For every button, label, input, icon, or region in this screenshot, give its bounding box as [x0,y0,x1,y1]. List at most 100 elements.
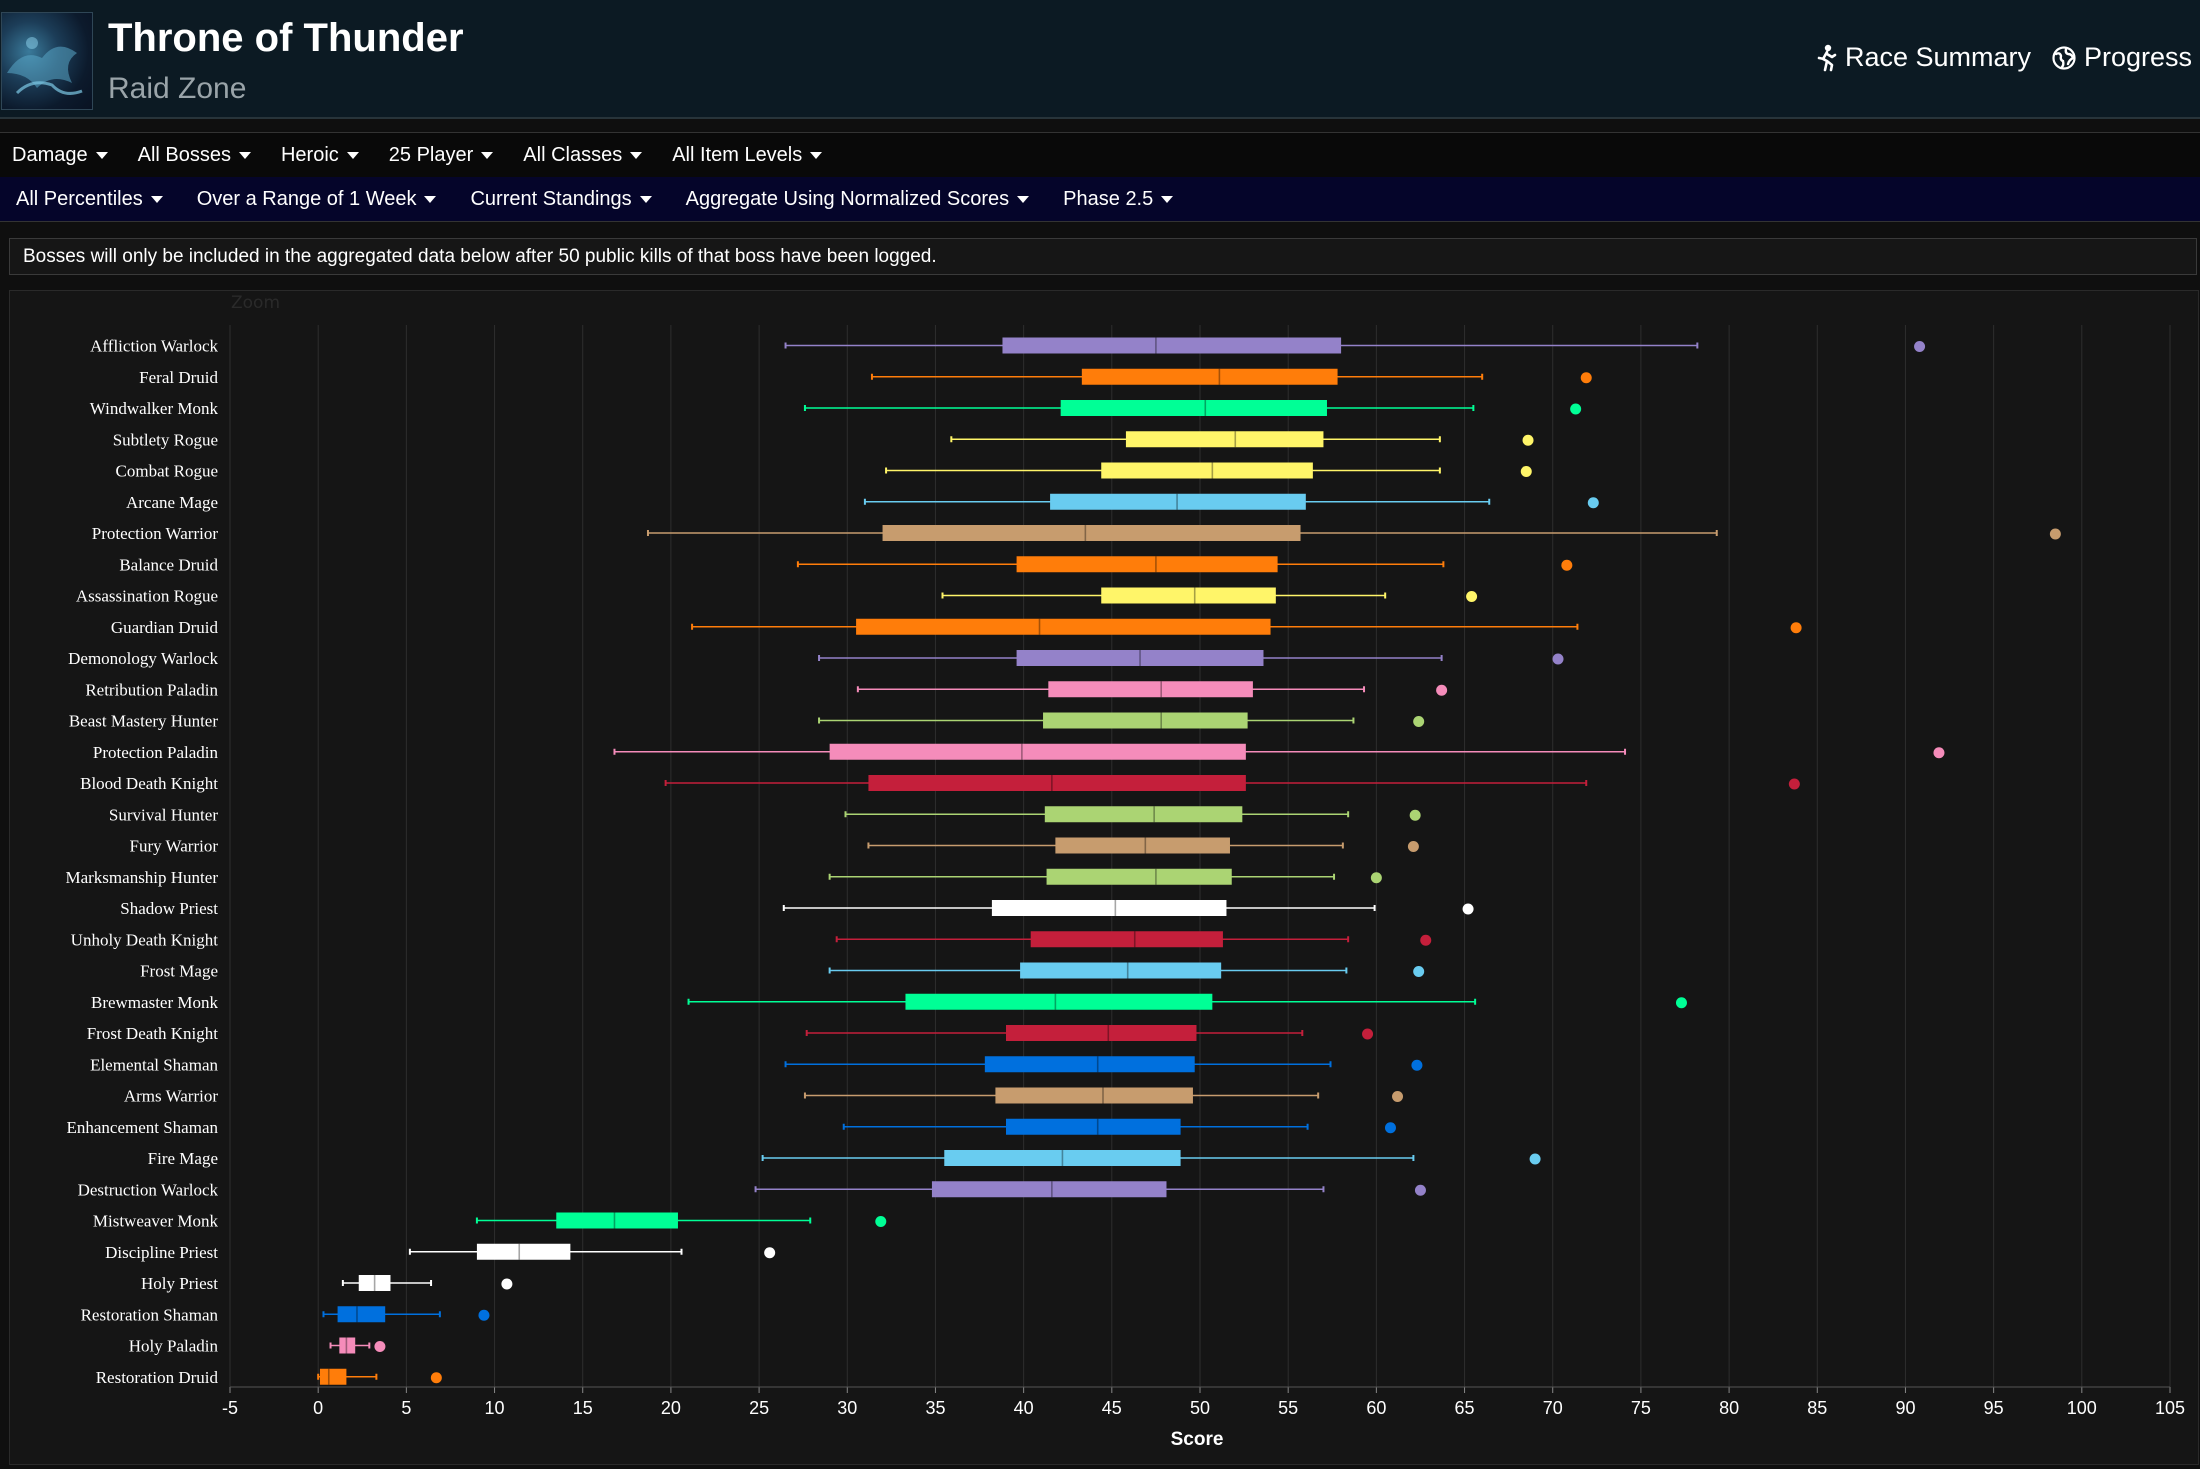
iqr-box [337,1306,386,1323]
boxplot-row[interactable]: Frost Mage [140,962,1425,981]
outlier-point [1420,934,1432,946]
outlier-point [1675,997,1687,1009]
item-level-dropdown[interactable]: All Item Levels [660,144,840,167]
outlier-point [1522,434,1534,446]
boxplot-row[interactable]: Feral Druid [139,368,1592,387]
row-label: Feral Druid [139,368,218,387]
iqr-box [856,618,1271,635]
outlier-point [1587,497,1599,509]
boxplot-row[interactable]: Marksmanship Hunter [65,868,1382,887]
boxplot-row[interactable]: Elemental Shaman [90,1055,1423,1074]
boxplot-row[interactable]: Assassination Rogue [76,587,1478,606]
boxplot-row[interactable]: Fury Warrior [130,837,1419,856]
boxplot-row[interactable]: Holy Priest [141,1274,513,1293]
percentile-dropdown[interactable]: All Percentiles [0,188,181,211]
iqr-box [556,1212,678,1229]
boxplot-row[interactable]: Shadow Priest [120,899,1474,918]
caret-down-icon [481,152,494,159]
boxplot-row[interactable]: Beast Mastery Hunter [69,712,1425,731]
progress-link[interactable]: Progress [2052,42,2192,73]
iqr-box [319,1368,347,1385]
boxplot-row[interactable]: Discipline Priest [105,1243,776,1262]
boxplot-row[interactable]: Unholy Death Knight [71,930,1432,949]
x-tick-label: 5 [401,1398,411,1418]
outlier-point [1914,341,1926,352]
x-tick-label: 70 [1543,1398,1563,1418]
boxplot-row[interactable]: Windwalker Monk [90,399,1582,418]
x-tick-label: 80 [1719,1398,1739,1418]
boxplot-row[interactable]: Protection Warrior [92,524,2061,543]
x-tick-label: 30 [837,1398,857,1418]
row-label: Brewmaster Monk [91,993,219,1012]
x-tick-label: 90 [1895,1398,1915,1418]
size-dropdown[interactable]: 25 Player [377,144,512,167]
phase-dropdown[interactable]: Phase 2.5 [1047,188,1191,211]
zone-header: Throne of Thunder Raid Zone Race Summary… [0,0,2200,119]
time-range-dropdown[interactable]: Over a Range of 1 Week [181,188,455,211]
boxplot-row[interactable]: Survival Hunter [109,805,1421,824]
metric-dropdown-label: Damage [12,144,88,166]
caret-down-icon [424,195,437,203]
race-summary-link[interactable]: Race Summary [1815,42,2031,73]
iqr-box [1030,931,1223,948]
iqr-box [944,1150,1181,1166]
boxplot-row[interactable]: Enhancement Shaman [66,1118,1396,1137]
x-tick-label: 55 [1278,1398,1298,1418]
boxplot-row[interactable]: Restoration Druid [96,1368,442,1387]
boxplot-row[interactable]: Subtlety Rogue [113,430,1534,449]
boxplot-row[interactable]: Holy Paladin [129,1337,386,1356]
class-dropdown-label: All Classes [523,144,623,166]
outlier-point [1362,1028,1374,1040]
outlier-point [764,1247,776,1259]
caret-down-icon [1161,195,1174,203]
iqr-box [1055,837,1230,854]
boxplot-row[interactable]: Arms Warrior [124,1087,1404,1106]
boxplot-row[interactable]: Retribution Paladin [85,680,1448,699]
boxplot-row[interactable]: Destruction Warlock [78,1180,1426,1199]
boxplot-row[interactable]: Restoration Shaman [81,1305,490,1324]
boxplot-row[interactable]: Balance Druid [119,555,1573,574]
runner-icon [1817,44,1837,71]
filter-bar-secondary: All Percentiles Over a Range of 1 Week C… [0,177,2200,222]
percentile-dropdown-label: All Percentiles [16,187,143,210]
x-tick-label: 0 [313,1398,323,1418]
boss-dropdown[interactable]: All Bosses [126,144,269,167]
outlier-point [478,1309,490,1321]
iqr-box [882,525,1301,541]
aggregation-dropdown[interactable]: Aggregate Using Normalized Scores [670,188,1048,211]
boxplot-row[interactable]: Blood Death Knight [80,774,1800,793]
iqr-box [1081,368,1338,385]
boxplot-row[interactable]: Mistweaver Monk [93,1212,887,1231]
row-label: Elemental Shaman [90,1055,218,1074]
boxplot-row[interactable]: Arcane Mage [126,493,1599,512]
boxplot-row[interactable]: Demonology Warlock [68,649,1564,668]
boxplot-row[interactable]: Guardian Druid [111,618,1802,637]
x-tick-label: 35 [925,1398,945,1418]
iqr-box [1044,806,1243,823]
standings-dropdown[interactable]: Current Standings [454,188,669,211]
boxplot-row[interactable]: Brewmaster Monk [91,993,1687,1012]
boxplot-row[interactable]: Combat Rogue [116,462,1532,481]
caret-down-icon [630,152,643,159]
x-tick-label: 65 [1455,1398,1475,1418]
outlier-point [1384,1122,1396,1134]
standings-dropdown-label: Current Standings [470,187,632,210]
boxplot-row[interactable]: Protection Paladin [93,743,1945,762]
row-label: Guardian Druid [111,618,219,637]
difficulty-dropdown[interactable]: Heroic [269,144,377,167]
outlier-point [1570,403,1582,415]
row-label: Shadow Priest [120,899,218,918]
iqr-box [1006,1118,1181,1135]
boss-dropdown-label: All Bosses [137,144,231,166]
metric-dropdown[interactable]: Damage [0,144,126,167]
class-dropdown[interactable]: All Classes [511,144,660,167]
boxplot-row[interactable]: Frost Death Knight [87,1024,1374,1043]
row-label: Survival Hunter [109,805,218,824]
row-label: Restoration Druid [96,1368,219,1387]
outlier-point [2049,528,2061,540]
boxplot-row[interactable]: Affliction Warlock [90,337,1926,356]
boxplot-row[interactable]: Fire Mage [148,1149,1541,1168]
outlier-point [1462,903,1474,915]
iqr-box [1101,462,1313,479]
zoom-label[interactable]: Zoom [231,293,280,313]
